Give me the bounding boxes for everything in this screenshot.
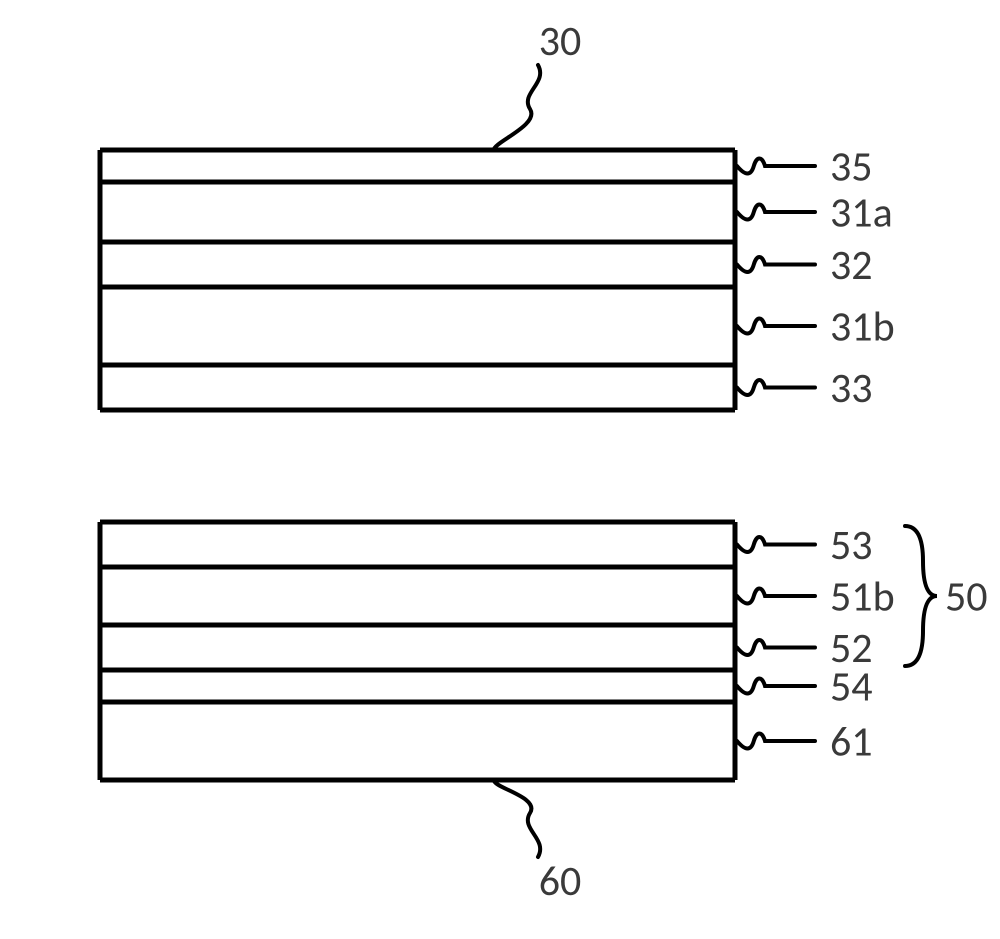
leader-line (737, 159, 815, 174)
brace-icon (905, 526, 937, 666)
leader-line (737, 589, 815, 604)
layer-stack: 3531a32 31b 33 30 (100, 16, 895, 414)
leader-line (737, 380, 815, 395)
layer-label: 32 (830, 240, 873, 291)
stack-id-leader (494, 780, 540, 857)
stack-id-label: 30 (539, 16, 582, 67)
layer-label: 51b (830, 572, 895, 623)
leader-line (737, 679, 815, 694)
layer-stack: 5351b5254616050 (100, 520, 988, 907)
leader-line (737, 205, 815, 220)
layer-label: 33 (830, 363, 873, 414)
stack-id-leader (494, 65, 540, 150)
brace-label: 50 (945, 572, 988, 623)
layer-label: 61 (830, 717, 873, 768)
layer-label: 31a (830, 188, 893, 239)
leader-line (737, 734, 815, 749)
leader-line (737, 319, 815, 334)
layer-label: 53 (830, 520, 873, 571)
layer-label: 31b (830, 302, 895, 353)
leader-line (737, 537, 815, 552)
leader-line (737, 640, 815, 655)
stack-id-label: 60 (539, 856, 582, 907)
layer-label: 35 (830, 142, 873, 193)
leader-line (737, 257, 815, 272)
layer-label: 54 (830, 662, 873, 713)
